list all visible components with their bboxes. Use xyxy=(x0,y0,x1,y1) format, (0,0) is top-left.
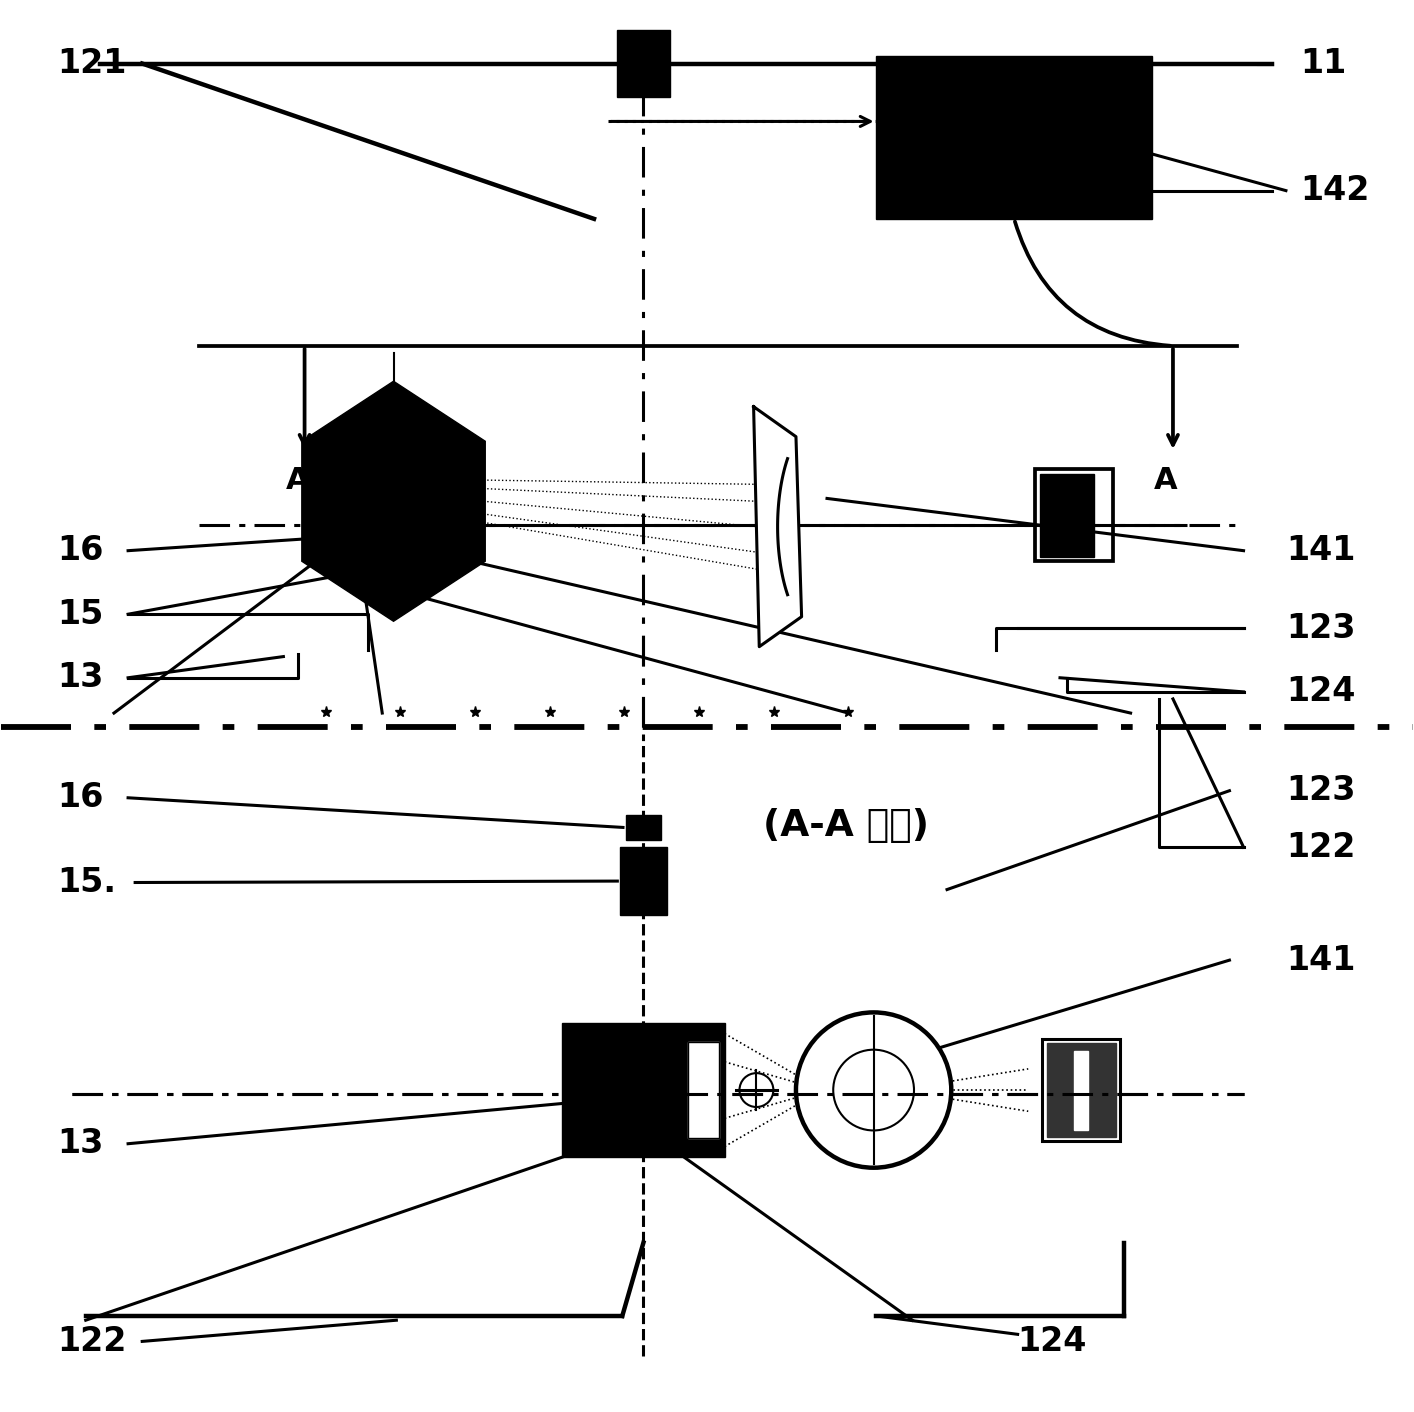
Text: 15.: 15. xyxy=(58,866,116,899)
Text: 123: 123 xyxy=(1285,611,1356,645)
Bar xyxy=(1039,473,1094,556)
Text: 16: 16 xyxy=(58,534,103,568)
Bar xyxy=(689,1042,718,1138)
Bar xyxy=(689,1042,718,1138)
Text: 13: 13 xyxy=(58,661,103,695)
Bar xyxy=(621,847,667,915)
Text: 15: 15 xyxy=(58,597,103,631)
Text: A: A xyxy=(286,466,310,496)
Bar xyxy=(626,815,662,840)
Text: 122: 122 xyxy=(58,1324,127,1358)
Bar xyxy=(877,56,1152,219)
Text: 123: 123 xyxy=(1285,774,1356,808)
Text: 141: 141 xyxy=(1285,943,1355,977)
Bar xyxy=(1042,1039,1120,1141)
Text: 124: 124 xyxy=(1018,1324,1087,1358)
Bar xyxy=(563,1022,724,1158)
Text: A: A xyxy=(1154,466,1178,496)
Text: 11: 11 xyxy=(1299,47,1346,80)
Bar xyxy=(1046,1043,1116,1137)
Polygon shape xyxy=(754,407,802,647)
Circle shape xyxy=(796,1012,952,1168)
Text: 142: 142 xyxy=(1299,174,1369,208)
Text: 16: 16 xyxy=(58,781,103,815)
Polygon shape xyxy=(301,381,485,621)
Bar xyxy=(1075,1051,1089,1130)
Text: 124: 124 xyxy=(1285,675,1355,709)
Text: 121: 121 xyxy=(58,47,127,80)
Text: 13: 13 xyxy=(58,1127,103,1161)
Text: 141: 141 xyxy=(1285,534,1355,568)
Text: (A-A 剖面): (A-A 剖面) xyxy=(764,808,929,844)
Text: 122: 122 xyxy=(1285,830,1355,864)
Bar xyxy=(1035,469,1113,561)
Bar xyxy=(617,30,670,97)
